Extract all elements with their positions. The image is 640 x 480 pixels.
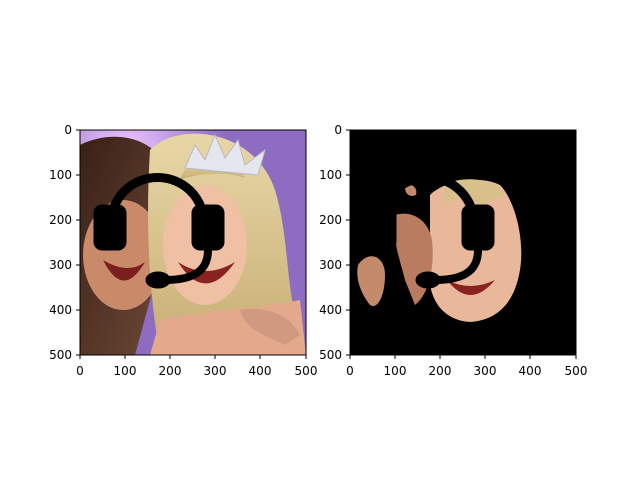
headset-icon — [363, 173, 495, 289]
x-tick-label: 400 — [249, 364, 272, 378]
x-tick-label: 500 — [295, 364, 318, 378]
y-tick-label: 0 — [64, 123, 72, 137]
x-tick-label: 300 — [204, 364, 227, 378]
y-tick-label: 200 — [49, 213, 72, 227]
headset-icon — [93, 173, 225, 289]
x-tick-label: 0 — [76, 364, 84, 378]
right-x-axis — [349, 355, 577, 359]
y-tick-label: 100 — [49, 168, 72, 182]
x-tick-label: 200 — [159, 364, 182, 378]
left-y-axis — [76, 129, 80, 356]
x-tick-label: 300 — [474, 364, 497, 378]
right-y-axis — [346, 129, 350, 356]
left-x-axis — [79, 355, 307, 359]
y-tick-label: 300 — [49, 258, 72, 272]
y-tick-label: 200 — [319, 213, 342, 227]
x-tick-label: 0 — [346, 364, 354, 378]
y-tick-label: 400 — [49, 303, 72, 317]
right-axes-frame — [349, 129, 577, 356]
x-tick-label: 400 — [519, 364, 542, 378]
x-tick-label: 500 — [565, 364, 588, 378]
x-tick-label: 200 — [429, 364, 452, 378]
y-tick-label: 300 — [319, 258, 342, 272]
left-axes-frame — [79, 129, 307, 356]
y-tick-label: 500 — [319, 348, 342, 362]
x-tick-label: 100 — [384, 364, 407, 378]
y-tick-label: 0 — [334, 123, 342, 137]
y-tick-label: 100 — [319, 168, 342, 182]
x-tick-label: 100 — [114, 364, 137, 378]
y-tick-label: 500 — [49, 348, 72, 362]
y-tick-label: 400 — [319, 303, 342, 317]
